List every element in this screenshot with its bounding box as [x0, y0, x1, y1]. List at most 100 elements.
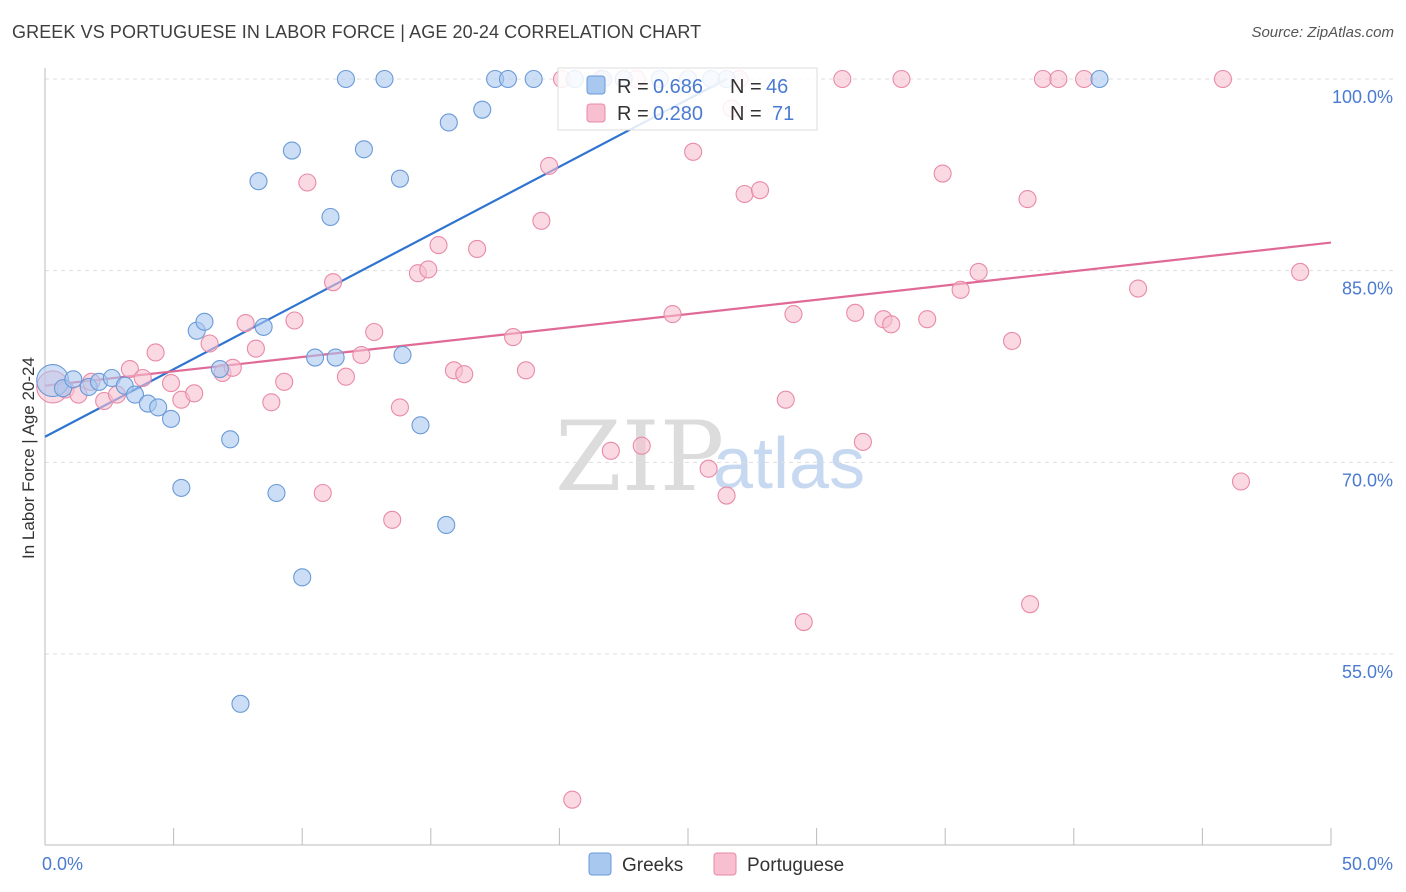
portuguese-n-value: 71: [772, 103, 794, 125]
portuguese-point: [684, 142, 703, 161]
portuguese-point: [784, 305, 803, 324]
greeks-point: [293, 568, 312, 587]
portuguese-point: [161, 374, 181, 393]
source-label: Source: ZipAtlas.com: [1251, 24, 1394, 41]
portuguese-point: [1003, 331, 1022, 350]
axes: [44, 68, 1332, 846]
portuguese-point: [200, 334, 219, 353]
greeks-r-label: R =: [617, 76, 649, 98]
portuguese-point: [853, 432, 872, 451]
portuguese-point: [601, 441, 620, 460]
portuguese-n-label: N =: [730, 103, 762, 125]
portuguese-point: [1021, 595, 1040, 614]
greeks-point: [254, 317, 273, 336]
x-tick-label-min: 0.0%: [42, 854, 83, 874]
y-axis-title: In Labor Force | Age 20-24: [19, 357, 38, 559]
portuguese-point: [146, 343, 165, 362]
bottom-legend: Greeks Portuguese: [588, 852, 844, 876]
greeks-point: [390, 169, 409, 188]
greeks-point: [306, 348, 325, 367]
portuguese-point: [540, 156, 559, 175]
portuguese-point: [419, 260, 438, 279]
portuguese-point: [632, 436, 651, 455]
greeks-point: [498, 69, 518, 89]
portuguese-point: [1213, 69, 1233, 89]
portuguese-point: [532, 211, 551, 230]
greeks-point: [354, 140, 373, 159]
portuguese-point: [1129, 279, 1148, 298]
portuguese-point: [1049, 69, 1068, 89]
portuguese-point: [846, 303, 865, 322]
greeks-point: [161, 409, 181, 428]
portuguese-point: [892, 69, 911, 89]
portuguese-point: [969, 262, 988, 281]
portuguese-point: [455, 365, 474, 384]
greeks-point: [411, 416, 430, 435]
greeks-point: [64, 370, 83, 389]
portuguese-point: [383, 510, 402, 529]
portuguese-point: [275, 372, 294, 391]
portuguese-point: [352, 345, 371, 365]
portuguese-point: [185, 384, 204, 403]
watermark-atlas: atlas: [713, 424, 865, 504]
portuguese-r-label: R =: [617, 103, 649, 125]
portuguese-point: [1231, 472, 1251, 491]
greeks-point: [195, 312, 214, 331]
portuguese-point: [246, 339, 265, 358]
greeks-r-value: 0.686: [653, 76, 703, 98]
portuguese-point: [285, 311, 304, 330]
y-tick-label: 70.0%: [1342, 470, 1393, 490]
greeks-point: [149, 398, 168, 417]
portuguese-point: [133, 368, 152, 388]
greeks-legend-label: Greeks: [622, 855, 683, 876]
portuguese-point: [365, 322, 384, 342]
portuguese-point: [390, 398, 409, 417]
greeks-legend-swatch: [588, 852, 612, 876]
portuguese-point: [951, 280, 970, 299]
watermark: ZIP atlas: [555, 401, 865, 513]
greeks-point: [221, 430, 240, 449]
y-tick-labels: 100.0% 85.0% 70.0% 55.0%: [1332, 87, 1393, 682]
greeks-point: [125, 385, 145, 404]
portuguese-point: [717, 486, 736, 505]
portuguese-point: [468, 239, 487, 258]
portuguese-point: [933, 164, 952, 183]
greeks-point: [326, 348, 345, 367]
portuguese-point: [298, 173, 317, 192]
y-tick-label: 85.0%: [1342, 279, 1393, 299]
portuguese-trend-line: [44, 241, 1332, 387]
portuguese-point: [429, 236, 448, 255]
portuguese-point: [563, 790, 582, 809]
portuguese-point: [918, 310, 937, 329]
portuguese-point: [120, 360, 139, 379]
greeks-point: [393, 345, 412, 365]
portuguese-point: [336, 367, 355, 386]
greeks-n-label: N =: [730, 76, 762, 98]
x-tick-label-max: 50.0%: [1342, 854, 1393, 874]
portuguese-point: [516, 361, 536, 380]
greeks-point: [473, 100, 492, 119]
greeks-point: [172, 478, 191, 497]
portuguese-swatch: [586, 103, 606, 123]
portuguese-point: [735, 184, 754, 204]
portuguese-point: [833, 69, 852, 89]
greeks-point: [321, 207, 340, 227]
greeks-n-value: 46: [766, 76, 788, 98]
portuguese-point: [663, 305, 682, 324]
greeks-point: [336, 69, 355, 89]
greeks-point: [267, 483, 286, 503]
greeks-point: [524, 69, 543, 89]
portuguese-point: [324, 273, 343, 292]
portuguese-point: [262, 393, 281, 412]
portuguese-point: [750, 181, 770, 200]
portuguese-point: [1291, 262, 1310, 281]
portuguese-legend-label: Portuguese: [747, 855, 844, 876]
portuguese-point: [504, 328, 523, 347]
portuguese-point: [699, 459, 718, 478]
greeks-point: [249, 172, 268, 191]
portuguese-point: [1075, 69, 1094, 89]
greeks-point: [439, 113, 458, 132]
portuguese-r-value: 0.280: [653, 103, 703, 125]
watermark-zip: ZIP: [555, 401, 724, 513]
portuguese-legend-swatch: [713, 852, 737, 876]
